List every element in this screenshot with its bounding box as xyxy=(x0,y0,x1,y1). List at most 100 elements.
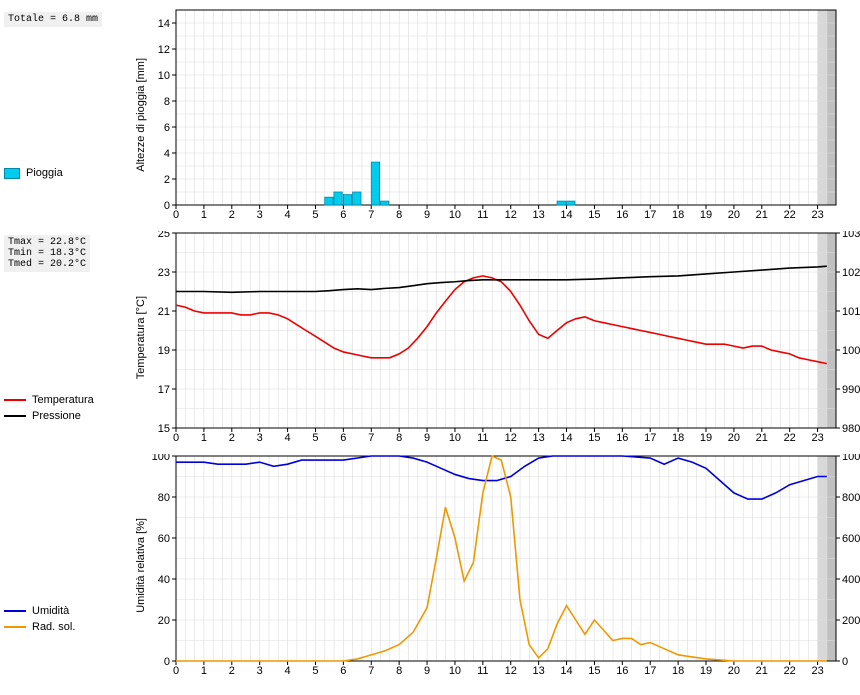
svg-text:17: 17 xyxy=(158,384,170,396)
svg-text:7: 7 xyxy=(368,209,374,221)
svg-text:3: 3 xyxy=(257,209,263,221)
rain-svg: 0123456789101112131415161718192021222302… xyxy=(148,8,840,221)
svg-text:21: 21 xyxy=(756,432,768,444)
svg-text:22: 22 xyxy=(784,432,796,444)
pressione-line-icon xyxy=(4,415,26,417)
svg-text:21: 21 xyxy=(756,665,768,677)
svg-text:2: 2 xyxy=(229,432,235,444)
svg-text:14: 14 xyxy=(158,18,170,30)
svg-text:10: 10 xyxy=(449,209,461,221)
temp-stats: Tmax = 22.8°C Tmin = 18.3°C Tmed = 20.2°… xyxy=(4,235,90,272)
svg-text:18: 18 xyxy=(672,209,684,221)
panel-humidity-legend-col: Umidità Rad. sol. xyxy=(4,454,134,637)
svg-text:800: 800 xyxy=(842,492,860,504)
svg-text:21: 21 xyxy=(158,306,170,318)
radsol-line-icon xyxy=(4,626,26,628)
umidita-line-icon xyxy=(4,610,26,612)
svg-text:19: 19 xyxy=(700,432,712,444)
humidity-ylabel-left: Umidità relativa [%] xyxy=(134,454,148,677)
svg-text:6: 6 xyxy=(340,209,346,221)
panel-temp-legend-col: Tmax = 22.8°C Tmin = 18.3°C Tmed = 20.2°… xyxy=(4,231,134,426)
legend-radsol: Rad. sol. xyxy=(4,621,134,633)
svg-text:0: 0 xyxy=(173,665,179,677)
svg-text:14: 14 xyxy=(560,665,572,677)
svg-text:4: 4 xyxy=(285,432,291,444)
svg-text:16: 16 xyxy=(616,665,628,677)
legend-umidita: Umidità xyxy=(4,605,134,617)
svg-text:17: 17 xyxy=(644,665,656,677)
svg-text:15: 15 xyxy=(588,432,600,444)
svg-text:0: 0 xyxy=(173,432,179,444)
temp-svg: 0123456789101112131415161718192021222315… xyxy=(148,231,860,444)
svg-text:100: 100 xyxy=(152,454,170,463)
svg-text:4: 4 xyxy=(285,665,291,677)
panel-rain-chart: Altezze di pioggia [mm] 0123456789101112… xyxy=(134,8,856,221)
svg-text:60: 60 xyxy=(158,533,170,545)
svg-text:990: 990 xyxy=(842,384,860,396)
svg-text:20: 20 xyxy=(158,615,170,627)
svg-text:13: 13 xyxy=(533,209,545,221)
svg-text:0: 0 xyxy=(164,656,170,668)
svg-text:400: 400 xyxy=(842,574,860,586)
svg-text:13: 13 xyxy=(533,432,545,444)
panel-rain-legend-col: Totale = 6.8 mm Pioggia xyxy=(4,8,134,183)
rain-ylabel: Altezze di pioggia [mm] xyxy=(134,8,148,221)
svg-text:5: 5 xyxy=(312,209,318,221)
svg-text:17: 17 xyxy=(644,432,656,444)
svg-text:16: 16 xyxy=(616,209,628,221)
svg-text:2: 2 xyxy=(229,665,235,677)
svg-text:13: 13 xyxy=(533,665,545,677)
svg-text:6: 6 xyxy=(340,432,346,444)
svg-text:1000: 1000 xyxy=(842,345,860,357)
panel-rain: Totale = 6.8 mm Pioggia Altezze di piogg… xyxy=(4,8,856,221)
pioggia-swatch xyxy=(4,168,20,179)
temperatura-line-icon xyxy=(4,399,26,401)
svg-text:9: 9 xyxy=(424,432,430,444)
umidita-label: Umidità xyxy=(32,605,69,617)
svg-text:18: 18 xyxy=(672,665,684,677)
legend-temperatura: Temperatura xyxy=(4,394,134,406)
svg-text:1: 1 xyxy=(201,432,207,444)
svg-text:9: 9 xyxy=(424,209,430,221)
radsol-label: Rad. sol. xyxy=(32,621,75,633)
svg-text:17: 17 xyxy=(644,209,656,221)
humidity-svg: 0123456789101112131415161718192021222302… xyxy=(148,454,860,677)
panel-temp: Tmax = 22.8°C Tmin = 18.3°C Tmed = 20.2°… xyxy=(4,231,856,444)
svg-text:3: 3 xyxy=(257,432,263,444)
svg-text:3: 3 xyxy=(257,665,263,677)
svg-text:21: 21 xyxy=(756,209,768,221)
svg-text:15: 15 xyxy=(588,665,600,677)
panel-humidity-chart: Umidità relativa [%] 0123456789101112131… xyxy=(134,454,860,677)
svg-text:10: 10 xyxy=(449,665,461,677)
svg-text:1000: 1000 xyxy=(842,454,860,463)
temperatura-label: Temperatura xyxy=(32,394,94,406)
pressione-label: Pressione xyxy=(32,410,81,422)
svg-text:25: 25 xyxy=(158,231,170,240)
svg-text:23: 23 xyxy=(811,432,823,444)
svg-text:20: 20 xyxy=(728,432,740,444)
svg-text:6: 6 xyxy=(340,665,346,677)
svg-text:80: 80 xyxy=(158,492,170,504)
svg-text:12: 12 xyxy=(505,432,517,444)
svg-text:7: 7 xyxy=(368,432,374,444)
svg-text:11: 11 xyxy=(477,209,488,221)
svg-text:4: 4 xyxy=(285,209,291,221)
svg-text:2: 2 xyxy=(164,174,170,186)
svg-text:16: 16 xyxy=(616,432,628,444)
svg-text:8: 8 xyxy=(396,209,402,221)
svg-text:600: 600 xyxy=(842,533,860,545)
svg-text:14: 14 xyxy=(560,209,572,221)
svg-text:40: 40 xyxy=(158,574,170,586)
svg-text:1020: 1020 xyxy=(842,267,860,279)
svg-text:18: 18 xyxy=(672,432,684,444)
svg-text:10: 10 xyxy=(158,70,170,82)
svg-text:1030: 1030 xyxy=(842,231,860,240)
svg-text:9: 9 xyxy=(424,665,430,677)
svg-text:6: 6 xyxy=(164,122,170,134)
svg-text:1: 1 xyxy=(201,665,207,677)
temp-ylabel-left: Temperatura [°C] xyxy=(134,231,148,444)
svg-text:22: 22 xyxy=(784,665,796,677)
svg-text:200: 200 xyxy=(842,615,860,627)
panel-temp-chart: Temperatura [°C] 01234567891011121314151… xyxy=(134,231,860,444)
svg-text:15: 15 xyxy=(158,423,170,435)
